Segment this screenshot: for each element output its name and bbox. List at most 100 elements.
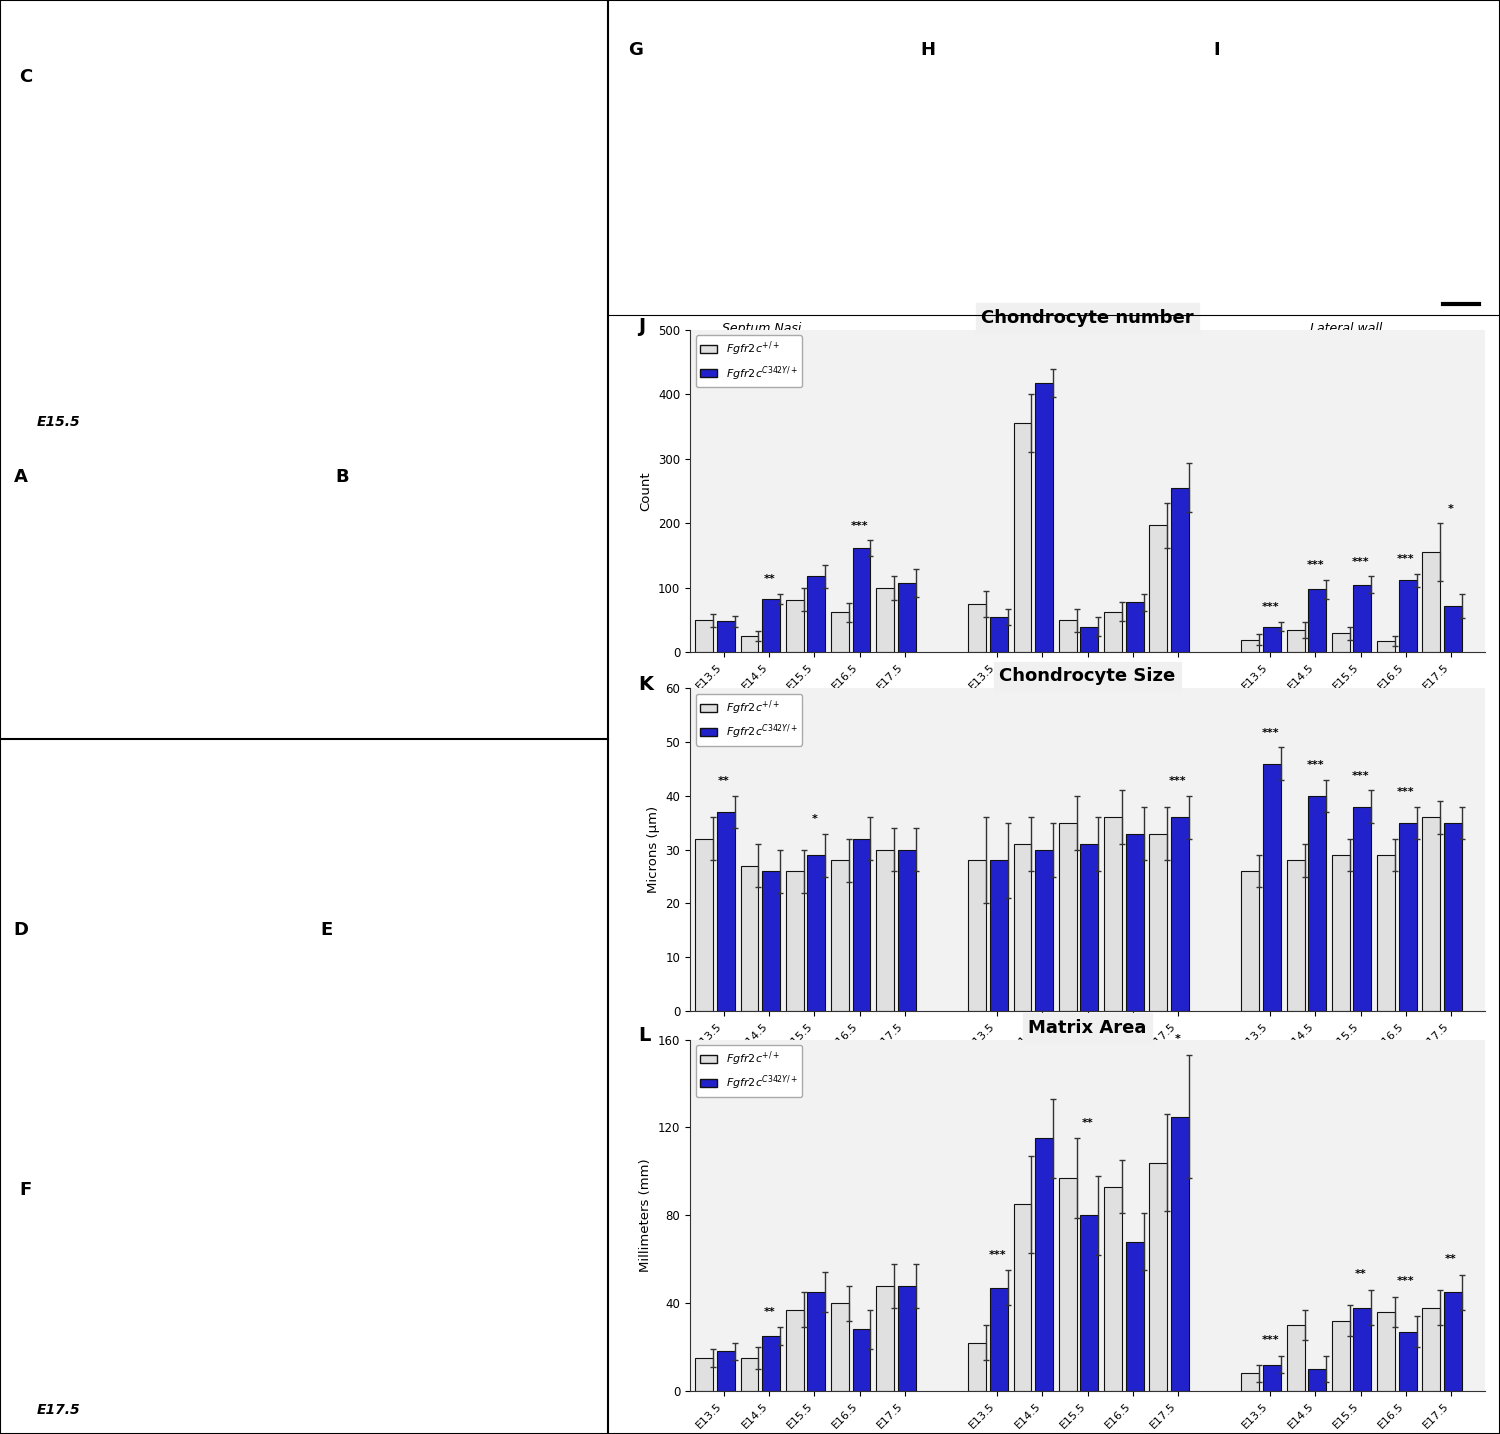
Bar	[1242, 870, 1260, 1011]
Bar	[741, 1358, 759, 1391]
Text: **: **	[764, 574, 776, 584]
Text: **: **	[1444, 1255, 1456, 1263]
Text: F: F	[20, 1182, 32, 1199]
Text: ***: ***	[1396, 787, 1414, 797]
Bar	[1377, 855, 1395, 1011]
Bar	[807, 855, 825, 1011]
Bar	[1059, 1177, 1077, 1391]
Bar	[1287, 860, 1305, 1011]
Text: Septum Nasi: Septum Nasi	[765, 1076, 864, 1090]
Bar	[1398, 1332, 1416, 1391]
Text: ***: ***	[1168, 776, 1186, 786]
Bar	[1287, 630, 1305, 652]
Bar	[1242, 640, 1260, 652]
Text: Braincase Floor: Braincase Floor	[1026, 1076, 1149, 1090]
Bar	[1104, 1187, 1122, 1391]
Bar	[1422, 1308, 1440, 1391]
Bar	[1308, 1369, 1326, 1391]
Bar	[1149, 833, 1167, 1011]
Bar	[741, 637, 759, 652]
Bar	[807, 1292, 825, 1391]
Text: Septum Nasi: Septum Nasi	[765, 717, 864, 731]
Bar	[852, 839, 870, 1011]
Bar	[831, 612, 849, 652]
Text: *: *	[812, 815, 818, 823]
Text: A: A	[13, 467, 27, 486]
Bar	[1035, 1139, 1053, 1391]
Bar	[852, 1329, 870, 1391]
Text: H: H	[921, 42, 936, 59]
Text: E15.5: E15.5	[38, 414, 81, 429]
Bar	[1242, 1374, 1260, 1391]
Bar	[1444, 607, 1461, 652]
Text: Lateral wall: Lateral wall	[1314, 717, 1407, 731]
Text: ***: ***	[1352, 771, 1370, 780]
Text: *: *	[1174, 1034, 1180, 1044]
Bar	[898, 849, 915, 1011]
Bar	[852, 548, 870, 652]
Bar	[1172, 1117, 1188, 1391]
Bar	[1263, 627, 1281, 652]
Bar	[1444, 823, 1461, 1011]
Text: ***: ***	[988, 1249, 1006, 1259]
Bar	[1353, 1308, 1371, 1391]
Title: Chondrocyte Size: Chondrocyte Size	[999, 667, 1176, 685]
Legend: $\it{Fgfr2c}^{+/+}$, $\it{Fgfr2c}^{C342Y/+}$: $\it{Fgfr2c}^{+/+}$, $\it{Fgfr2c}^{C342Y…	[696, 694, 802, 746]
Bar	[1149, 1163, 1167, 1391]
Bar	[1172, 488, 1188, 652]
Y-axis label: Count: Count	[639, 472, 652, 511]
Text: ***: ***	[1352, 556, 1370, 566]
Text: **: **	[1082, 1119, 1094, 1129]
Bar	[969, 1342, 987, 1391]
Bar	[990, 617, 1008, 652]
Text: Lateral wall: Lateral wall	[1310, 323, 1383, 336]
Bar	[1014, 1205, 1032, 1391]
Bar	[1422, 817, 1440, 1011]
Text: ***: ***	[1306, 559, 1324, 569]
Bar	[1398, 823, 1416, 1011]
Bar	[1104, 817, 1122, 1011]
Bar	[1035, 383, 1053, 652]
Bar	[898, 1286, 915, 1391]
Bar	[1059, 823, 1077, 1011]
Text: Lateral wall: Lateral wall	[1314, 1076, 1407, 1090]
Text: Braincase Floor: Braincase Floor	[1005, 323, 1102, 336]
Text: **: **	[718, 776, 730, 786]
Text: D: D	[13, 921, 28, 939]
Bar	[898, 582, 915, 652]
Text: Braincase Floor: Braincase Floor	[1026, 717, 1149, 731]
Text: I: I	[1214, 42, 1219, 59]
Bar	[876, 588, 894, 652]
Bar	[876, 849, 894, 1011]
Text: K: K	[639, 675, 654, 694]
Bar	[1287, 1325, 1305, 1391]
Text: Septum Nasi: Septum Nasi	[722, 323, 801, 336]
Bar	[990, 1288, 1008, 1391]
Bar	[831, 1304, 849, 1391]
Text: **: **	[1354, 1269, 1366, 1279]
Bar	[876, 1286, 894, 1391]
Bar	[990, 860, 1008, 1011]
Bar	[717, 621, 735, 652]
Bar	[1080, 1216, 1098, 1391]
Text: C: C	[20, 67, 33, 86]
Bar	[1353, 585, 1371, 652]
Bar	[696, 1358, 714, 1391]
Bar	[1308, 589, 1326, 652]
Bar	[1422, 552, 1440, 652]
Bar	[1377, 1312, 1395, 1391]
Y-axis label: Microns (μm): Microns (μm)	[646, 806, 660, 893]
Title: Chondrocyte number: Chondrocyte number	[981, 308, 1194, 327]
Bar	[1104, 612, 1122, 652]
Text: E: E	[321, 921, 333, 939]
Bar	[1080, 845, 1098, 1011]
Bar	[1332, 855, 1350, 1011]
Bar	[1035, 849, 1053, 1011]
Bar	[1398, 581, 1416, 652]
Bar	[1444, 1292, 1461, 1391]
Text: E17.5: E17.5	[38, 1404, 81, 1417]
Bar	[1014, 845, 1032, 1011]
Text: L: L	[639, 1025, 651, 1044]
Bar	[1125, 1242, 1143, 1391]
Bar	[1332, 1321, 1350, 1391]
